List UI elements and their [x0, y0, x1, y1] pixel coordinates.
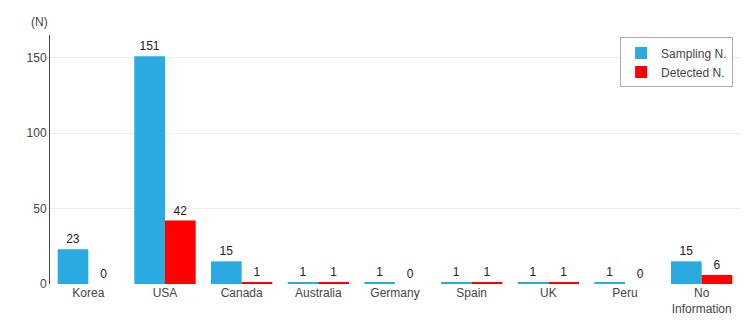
- svg-text:Sampling N.: Sampling N.: [661, 47, 726, 61]
- svg-text:1: 1: [606, 265, 613, 279]
- svg-text:1: 1: [254, 265, 261, 279]
- svg-text:6: 6: [714, 258, 721, 272]
- svg-text:NoInformation: NoInformation: [672, 286, 732, 316]
- svg-text:Peru: Peru: [612, 286, 637, 300]
- svg-text:Detected N.: Detected N.: [661, 66, 724, 80]
- svg-text:42: 42: [173, 204, 187, 218]
- svg-text:Spain: Spain: [456, 286, 487, 300]
- svg-text:15: 15: [679, 244, 693, 258]
- svg-text:1: 1: [453, 265, 460, 279]
- svg-text:1: 1: [330, 265, 337, 279]
- svg-text:USA: USA: [153, 286, 178, 300]
- svg-text:Canada: Canada: [221, 286, 263, 300]
- svg-text:150: 150: [27, 51, 47, 65]
- svg-text:1: 1: [560, 265, 567, 279]
- svg-text:Germany: Germany: [370, 286, 419, 300]
- svg-text:Australia: Australia: [295, 286, 342, 300]
- svg-text:0: 0: [100, 267, 107, 281]
- svg-text:UK: UK: [540, 286, 557, 300]
- svg-text:0: 0: [637, 267, 644, 281]
- svg-text:1: 1: [484, 265, 491, 279]
- svg-text:0: 0: [40, 277, 47, 291]
- svg-text:23: 23: [66, 232, 80, 246]
- svg-text:151: 151: [139, 39, 159, 53]
- svg-text:(N): (N): [31, 15, 48, 29]
- svg-text:50: 50: [33, 202, 47, 216]
- svg-text:1: 1: [300, 265, 307, 279]
- svg-text:100: 100: [27, 126, 47, 140]
- svg-text:0: 0: [407, 267, 414, 281]
- svg-text:Korea: Korea: [72, 286, 104, 300]
- svg-text:1: 1: [530, 265, 537, 279]
- svg-text:1: 1: [376, 265, 383, 279]
- svg-text:15: 15: [219, 244, 233, 258]
